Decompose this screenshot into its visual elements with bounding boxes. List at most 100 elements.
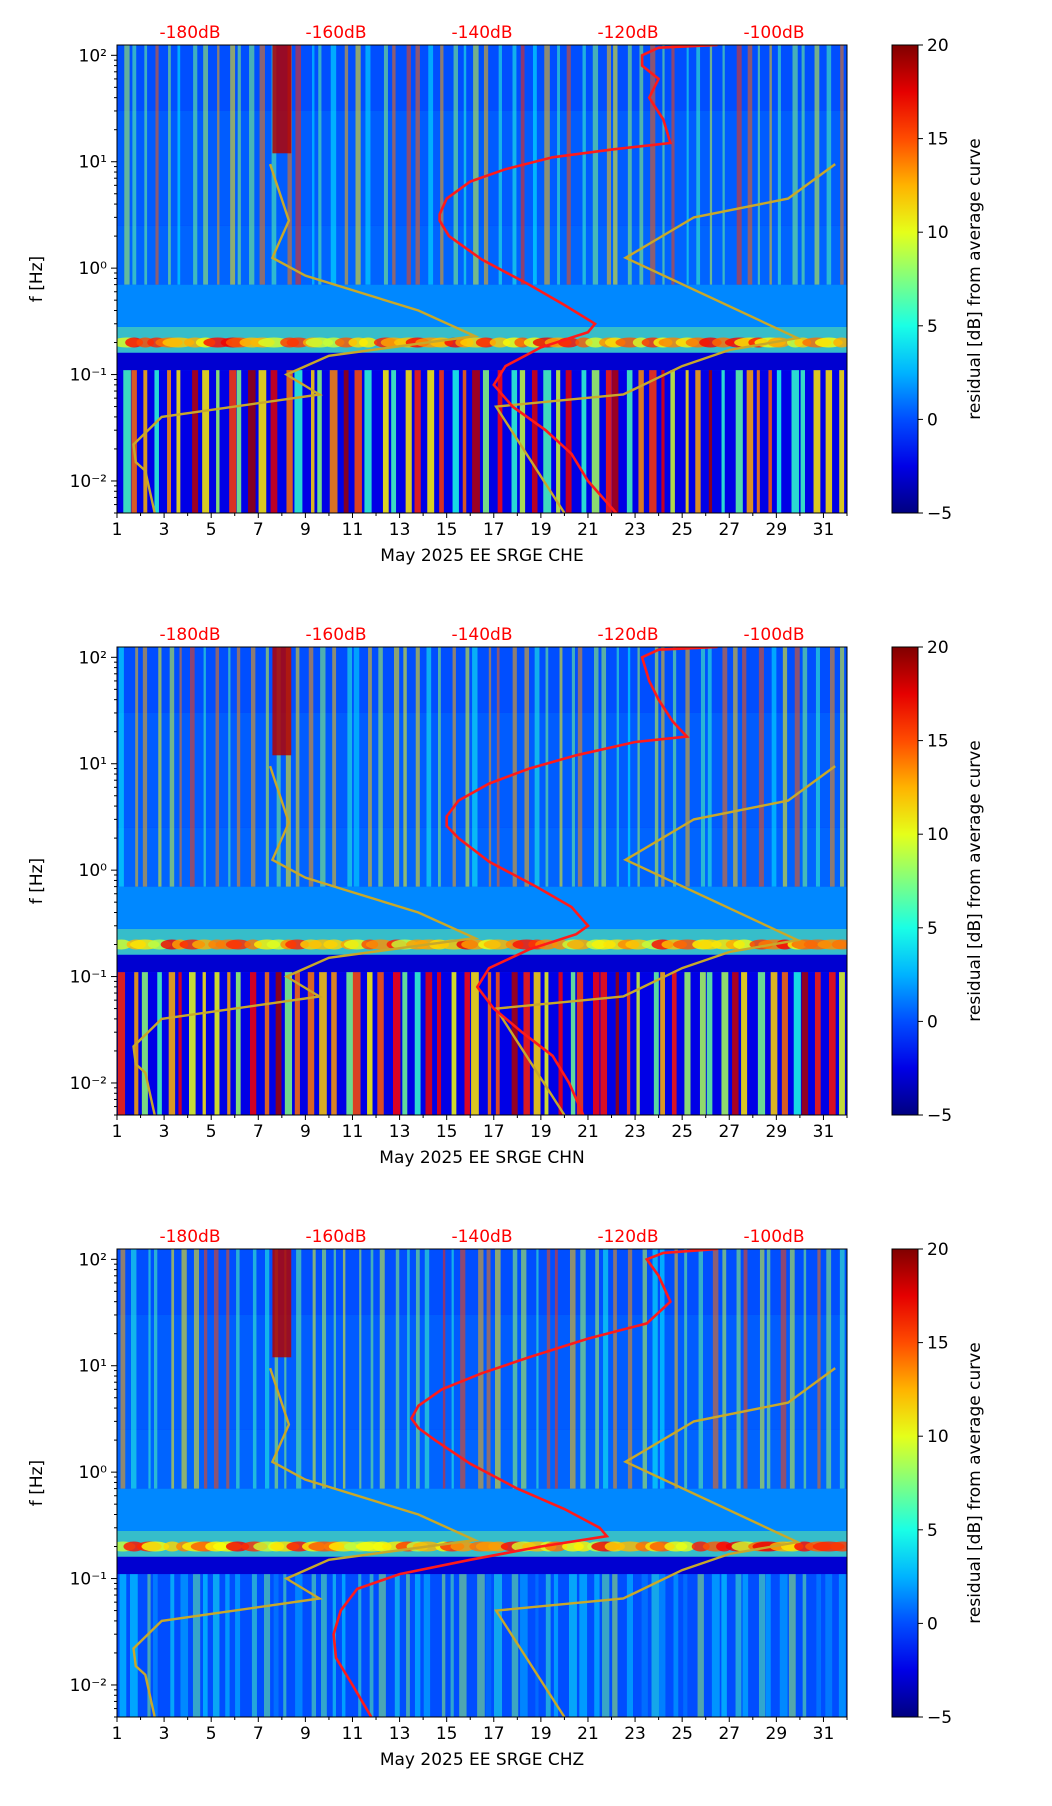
top-axis-label: -160dB: [305, 1227, 366, 1247]
series-noise-model-high: [132, 1367, 480, 1717]
top-axis-label: -180dB: [159, 1227, 220, 1247]
plot-frame: [116, 44, 848, 514]
x-tick-label: 13: [389, 1724, 411, 1744]
x-tick-label: 5: [206, 1122, 217, 1142]
series-median-psd: [445, 647, 718, 1115]
x-tick-label: 11: [342, 1724, 364, 1744]
colorbar-tick-label: 15: [927, 1334, 949, 1354]
x-tick-label: 17: [483, 520, 505, 540]
x-tick-label: 31: [813, 520, 835, 540]
colorbar-tick-label: 10: [927, 223, 949, 243]
y-tick-label: 10⁰: [79, 1463, 108, 1483]
x-tick-label: 17: [483, 1724, 505, 1744]
x-tick-label: 13: [389, 520, 411, 540]
x-tick-label: 29: [766, 520, 788, 540]
series-median-psd: [438, 45, 718, 513]
y-tick-label: 10²: [79, 46, 107, 66]
series-noise-model-low: [494, 163, 836, 513]
heatmap-cells: [117, 1249, 847, 1717]
x-tick-label: 11: [342, 520, 364, 540]
colorbar-label: residual [dB] from average curve: [965, 138, 985, 419]
x-tick-label: 9: [300, 1122, 311, 1142]
x-tick-label: 15: [436, 1122, 458, 1142]
x-tick-label: 7: [253, 1122, 264, 1142]
colorbar-tick-label: −5: [927, 1708, 952, 1728]
colorbar-tick-label: 0: [927, 1614, 938, 1634]
x-tick-label: 9: [300, 520, 311, 540]
x-tick-label: 1: [112, 1724, 123, 1744]
top-axis-label: -100dB: [743, 625, 804, 645]
x-tick-label: 27: [718, 1724, 740, 1744]
y-tick-label: 10⁻¹: [70, 366, 107, 386]
colorbar-tick-label: 20: [927, 36, 949, 56]
top-axis-label: -100dB: [743, 23, 804, 43]
plot-frame: [116, 646, 848, 1116]
x-tick-label: 3: [159, 1122, 170, 1142]
x-tick-label: 5: [206, 520, 217, 540]
colorbar-tick-label: 20: [927, 638, 949, 658]
x-tick-label: 29: [766, 1724, 788, 1744]
x-tick-label: 15: [436, 520, 458, 540]
colorbar-label: residual [dB] from average curve: [965, 740, 985, 1021]
x-tick-label: 1: [112, 1122, 123, 1142]
y-tick-label: 10⁻²: [70, 1676, 107, 1696]
x-tick-label: 23: [624, 1122, 646, 1142]
spectrogram-panel-che: 1 3 5 7 9 11 13 15 17 19 21 23 25 27 29 31 May 2025 EE S…: [0, 0, 1052, 602]
top-axis-label: -160dB: [305, 625, 366, 645]
series-noise-model-low: [494, 1367, 836, 1717]
heatmap-cells: [117, 647, 847, 1115]
colorbar-tick-label: 0: [927, 1012, 938, 1032]
x-axis-label: May 2025 EE SRGE CHZ: [380, 1750, 584, 1770]
x-tick-label: 27: [718, 1122, 740, 1142]
top-axis-label: -160dB: [305, 23, 366, 43]
colorbar-tick-label: 20: [927, 1240, 949, 1260]
colorbar: [891, 646, 919, 1116]
heatmap-cells: [117, 45, 847, 513]
x-axis-label: May 2025 EE SRGE CHE: [380, 546, 583, 566]
x-tick-label: 11: [342, 1122, 364, 1142]
x-tick-label: 29: [766, 1122, 788, 1142]
top-axis-label: -180dB: [159, 23, 220, 43]
x-tick-label: 21: [577, 1122, 599, 1142]
y-tick-label: 10⁻¹: [70, 1570, 107, 1590]
plot-frame: [116, 1248, 848, 1718]
colorbar-tick-label: 15: [927, 732, 949, 752]
x-tick-label: 25: [671, 520, 693, 540]
y-axis-label: f [Hz]: [27, 256, 47, 302]
colorbar-tick-label: 5: [927, 1521, 938, 1541]
top-axis-label: -100dB: [743, 1227, 804, 1247]
y-tick-label: 10⁻²: [70, 1074, 107, 1094]
x-tick-label: 7: [253, 1724, 264, 1744]
x-tick-label: 1: [112, 520, 123, 540]
y-axis-label: f [Hz]: [27, 1460, 47, 1506]
y-tick-label: 10⁰: [79, 259, 108, 279]
colorbar-tick-label: 15: [927, 130, 949, 150]
colorbar-tick-label: −5: [927, 504, 952, 524]
x-tick-label: 31: [813, 1724, 835, 1744]
colorbar-label: residual [dB] from average curve: [965, 1342, 985, 1623]
top-axis-label: -120dB: [597, 23, 658, 43]
x-tick-label: 25: [671, 1122, 693, 1142]
x-tick-label: 3: [159, 1724, 170, 1744]
y-axis-label: f [Hz]: [27, 858, 47, 904]
y-tick-label: 10²: [79, 1250, 107, 1270]
x-tick-label: 27: [718, 520, 740, 540]
series-noise-model-low: [494, 765, 836, 1115]
x-tick-label: 9: [300, 1724, 311, 1744]
top-axis-label: -140dB: [451, 625, 512, 645]
x-tick-label: 15: [436, 1724, 458, 1744]
colorbar-tick-label: 5: [927, 919, 938, 939]
y-tick-label: 10¹: [79, 153, 107, 173]
colorbar-tick-label: 10: [927, 825, 949, 845]
x-tick-label: 17: [483, 1122, 505, 1142]
colorbar-tick-label: −5: [927, 1106, 952, 1126]
top-axis-label: -180dB: [159, 625, 220, 645]
x-tick-label: 19: [530, 1724, 552, 1744]
top-axis-label: -120dB: [597, 1227, 658, 1247]
x-tick-label: 31: [813, 1122, 835, 1142]
colorbar: [891, 44, 919, 514]
